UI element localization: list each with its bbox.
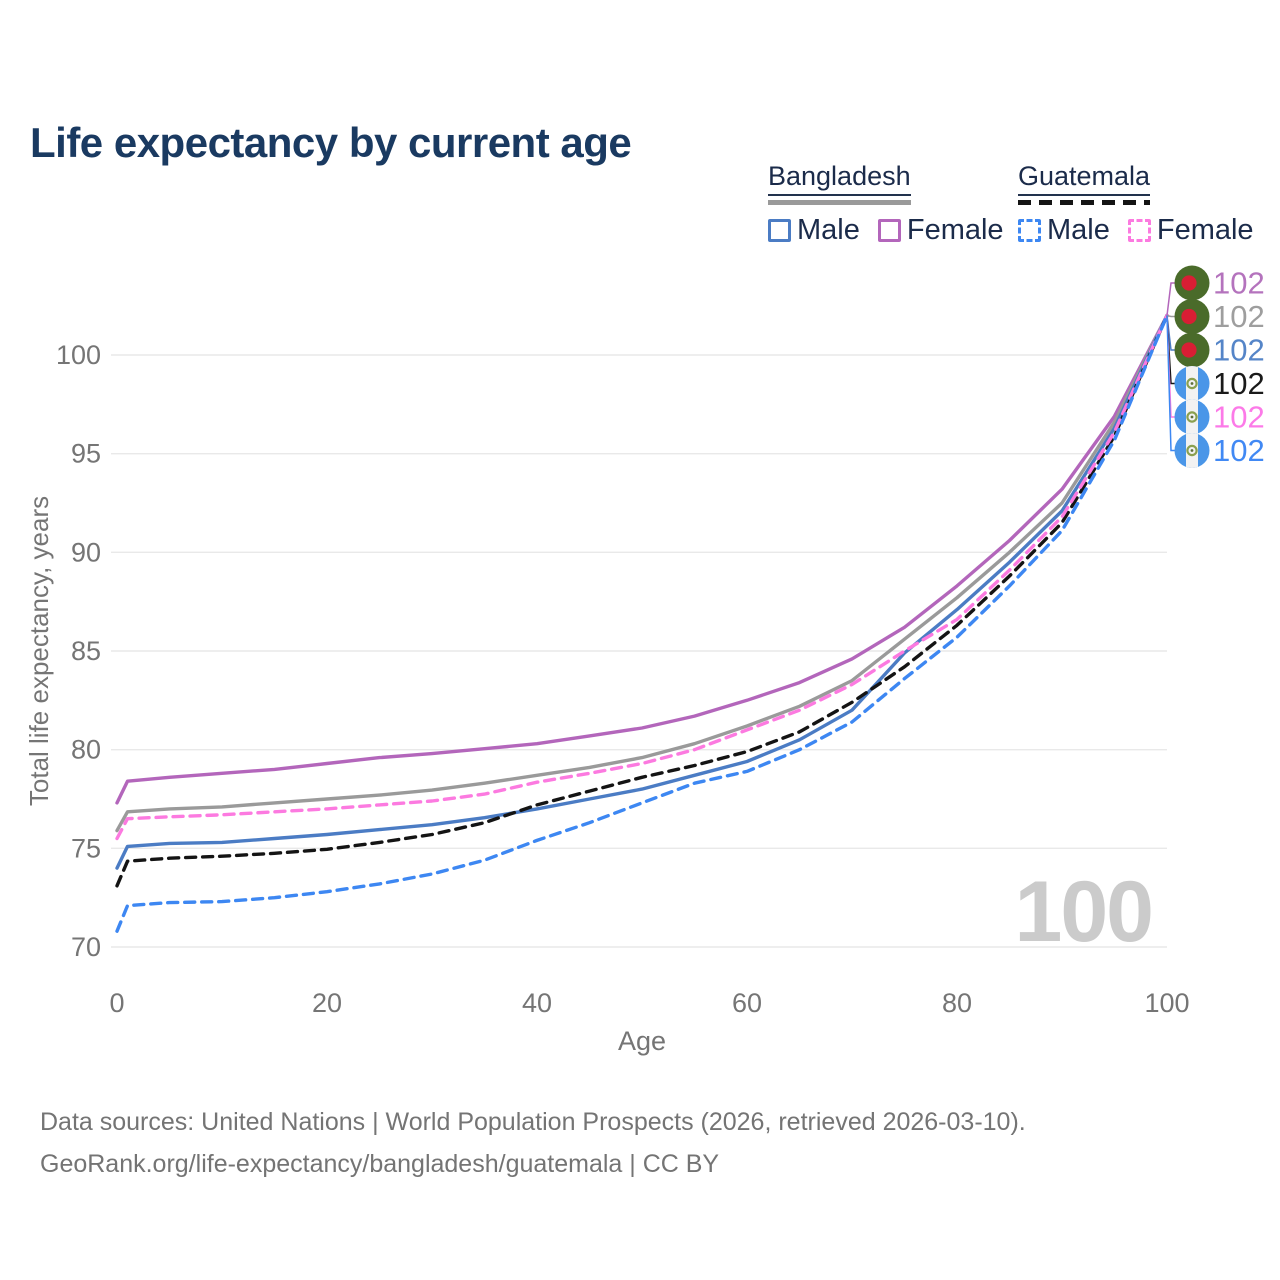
legend-item-label: Female [1156, 214, 1254, 246]
series-line-guatemala-female[interactable] [115, 313, 1169, 841]
end-value-label: 102 [1213, 400, 1265, 435]
guatemala-flag-icon [1174, 433, 1210, 468]
legend-item-label: Male [797, 214, 860, 246]
end-value-label: 102 [1213, 266, 1265, 301]
dashed-line-swatch [1018, 200, 1151, 205]
solid-line-swatch [768, 200, 911, 205]
legend-country-label: Bangladesh [768, 161, 911, 196]
data-sources-note: Data sources: United Nations | World Pop… [40, 1108, 1026, 1136]
legend-country-bangladesh[interactable]: Bangladesh [768, 161, 911, 205]
end-label-leader-line [1166, 314, 1175, 318]
line-color-swatch [1018, 219, 1041, 242]
series-line-guatemala-male[interactable] [115, 313, 1169, 933]
legend-item-label: Female [906, 214, 1004, 246]
end-value-label: 102 [1213, 333, 1265, 368]
end-value-label: 102 [1213, 433, 1265, 468]
line-color-swatch [768, 219, 791, 242]
legend-item-bangladesh-male[interactable]: Male [768, 214, 860, 247]
legend-group-guatemala: Guatemala Male Female [1018, 161, 1254, 247]
bangladesh-flag-icon [1174, 265, 1210, 301]
legend-item-bangladesh-female[interactable]: Female [877, 214, 1004, 247]
watermark-age-100: 100 [1015, 864, 1153, 960]
attribution-link[interactable]: GeoRank.org/life-expectancy/bangladesh/g… [40, 1150, 720, 1178]
y-tick-label: 95 [71, 439, 101, 469]
guatemala-flag-icon [1174, 366, 1210, 401]
series-line-guatemala-total[interactable] [115, 313, 1169, 888]
chart-legend: Bangladesh Male Female Guatemala Male [0, 161, 1280, 251]
series-line-bangladesh-female[interactable] [115, 313, 1169, 805]
x-tick-label: 40 [522, 988, 552, 1018]
y-tick-label: 75 [71, 833, 101, 863]
line-color-swatch [877, 219, 901, 242]
end-value-label: 102 [1213, 299, 1265, 334]
x-tick-label: 0 [109, 988, 124, 1018]
x-tick-label: 80 [942, 988, 972, 1018]
legend-country-label: Guatemala [1018, 161, 1151, 196]
y-tick-label: 85 [71, 636, 101, 666]
line-color-swatch [1127, 219, 1151, 242]
y-tick-label: 100 [56, 340, 101, 370]
bangladesh-flag-icon [1174, 299, 1210, 334]
x-tick-label: 100 [1144, 988, 1189, 1018]
end-value-label: 102 [1213, 366, 1265, 401]
end-label-leader-line [1166, 315, 1175, 452]
x-tick-label: 60 [732, 988, 762, 1018]
bangladesh-flag-icon [1174, 332, 1210, 368]
series-line-bangladesh-male[interactable] [115, 313, 1169, 870]
guatemala-flag-icon [1174, 399, 1210, 435]
page-title: Life expectancy by current age [30, 119, 632, 167]
legend-item-guatemala-male[interactable]: Male [1018, 214, 1110, 247]
x-tick-label: 20 [312, 988, 342, 1018]
x-axis-title: Age [618, 1026, 666, 1056]
y-tick-label: 80 [71, 735, 101, 765]
end-label-leader-line [1166, 282, 1175, 316]
y-tick-label: 70 [71, 932, 101, 962]
y-axis-title: Total life expectancy, years [24, 496, 54, 806]
series-line-bangladesh-total[interactable] [115, 313, 1169, 833]
y-tick-label: 90 [71, 537, 101, 567]
legend-item-guatemala-female[interactable]: Female [1127, 214, 1254, 247]
legend-country-guatemala[interactable]: Guatemala [1018, 161, 1151, 205]
legend-item-label: Male [1047, 214, 1110, 246]
legend-group-bangladesh: Bangladesh Male Female [768, 161, 1004, 247]
